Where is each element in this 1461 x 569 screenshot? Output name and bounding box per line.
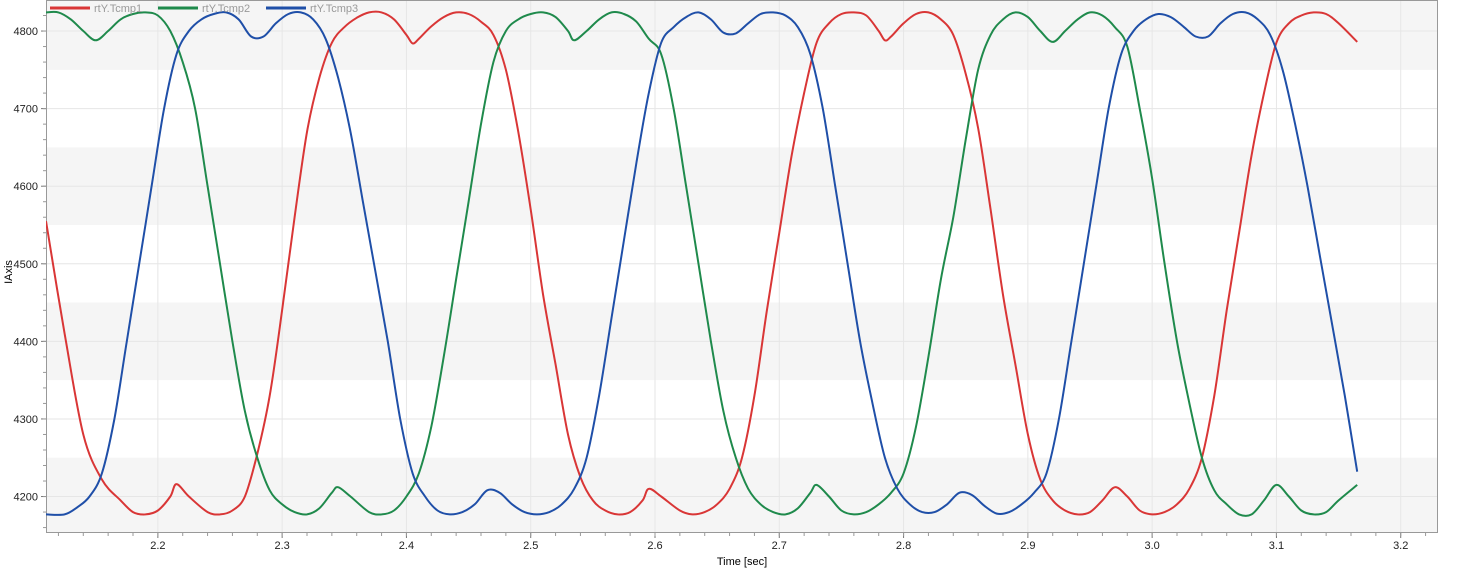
y-tick-label: 4300 — [14, 414, 38, 426]
x-tick-label: 2.3 — [274, 540, 289, 552]
y-tick-label: 4600 — [14, 181, 38, 193]
legend-label-1[interactable]: rtY.Tcmp1 — [94, 3, 142, 15]
x-tick-label: 2.2 — [150, 540, 165, 552]
y-tick-label: 4700 — [14, 104, 38, 116]
legend-label-3[interactable]: rtY.Tcmp3 — [310, 3, 358, 15]
x-tick-label: 2.6 — [647, 540, 662, 552]
y-tick-label: 4800 — [14, 26, 38, 38]
x-tick-label: 2.8 — [896, 540, 911, 552]
x-axis-label: Time [sec] — [717, 556, 767, 568]
x-tick-label: 3.0 — [1144, 540, 1159, 552]
y-tick-label: 4500 — [14, 259, 38, 271]
y-axis-ticks: 4200 4300 4400 4500 4600 4700 4800 — [14, 15, 46, 529]
plot-band — [46, 0, 1438, 70]
x-tick-label: 2.9 — [1020, 540, 1035, 552]
x-tick-label: 2.4 — [399, 540, 414, 552]
y-tick-label: 4400 — [14, 336, 38, 348]
gridlines — [46, 0, 1438, 533]
x-tick-label: 2.5 — [523, 540, 538, 552]
series-layer — [46, 10, 1359, 517]
x-axis-ticks: 2.2 2.3 2.4 2.5 2.6 2.7 2.8 2.9 3.0 3.1 3.2 — [57, 533, 1427, 552]
x-tick-label: 2.7 — [772, 540, 787, 552]
plot-frame — [46, 0, 1438, 533]
series-line-1 — [46, 10, 1358, 516]
x-tick-label: 3.1 — [1269, 540, 1284, 552]
x-tick-label: 3.2 — [1393, 540, 1408, 552]
series-line-3 — [46, 11, 1359, 516]
y-tick-label: 4200 — [14, 492, 38, 504]
plot-bands — [46, 0, 1438, 533]
plot-band — [46, 457, 1438, 533]
y-axis-label: IAxis — [3, 260, 15, 284]
legend-label-2[interactable]: rtY.Tcmp2 — [202, 3, 250, 15]
legend[interactable]: rtY.Tcmp1 rtY.Tcmp2 rtY.Tcmp3 — [50, 3, 358, 15]
series-line-2 — [46, 10, 1358, 517]
